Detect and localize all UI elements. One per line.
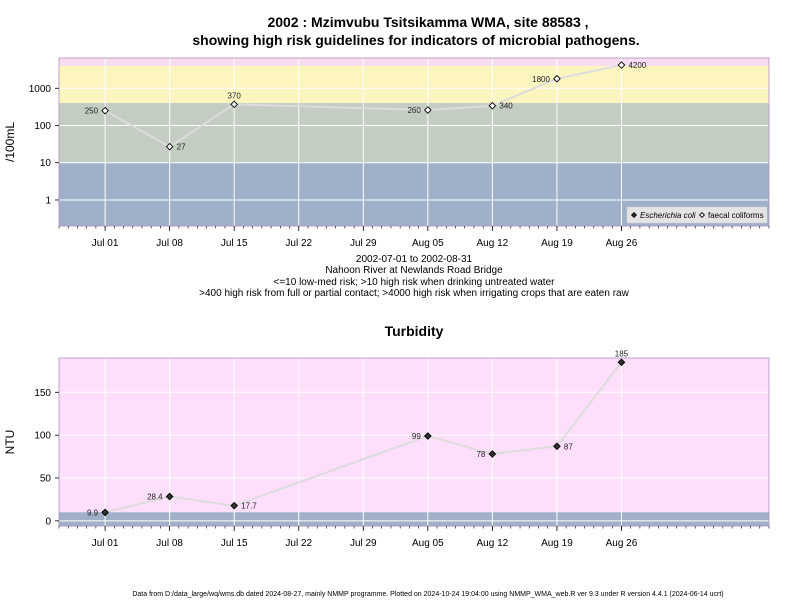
turbidity-title: Turbidity bbox=[385, 323, 444, 339]
x-tick-label: Aug 19 bbox=[541, 238, 573, 249]
legend-entry: Escherichia coli bbox=[640, 211, 696, 220]
legend-marker-open bbox=[698, 211, 706, 219]
band-contact-risk bbox=[59, 65, 769, 104]
y-tick-label: 100 bbox=[34, 121, 51, 132]
x-tick-label: Jul 22 bbox=[285, 238, 312, 249]
data-point bbox=[101, 508, 109, 517]
legend-entry: faecal coliforms bbox=[708, 211, 764, 220]
data-point bbox=[165, 492, 174, 501]
y-tick-label: 50 bbox=[40, 474, 52, 485]
data-point bbox=[617, 61, 626, 69]
x-tick-label: Jul 29 bbox=[350, 538, 377, 549]
data-label: 340 bbox=[499, 102, 513, 111]
x-tick-label: Jul 08 bbox=[156, 538, 183, 549]
footer-note: Data from D:/data_large/wq/wms.db dated … bbox=[132, 591, 723, 598]
data-label: 250 bbox=[85, 107, 99, 116]
x-tick-label: Aug 26 bbox=[606, 538, 638, 549]
x-tick-label: Aug 05 bbox=[412, 238, 444, 249]
x-tick-label: Jul 22 bbox=[285, 538, 312, 549]
y-tick-label: 100 bbox=[34, 431, 51, 442]
data-label: 17.7 bbox=[241, 502, 257, 511]
data-label: 87 bbox=[564, 442, 573, 451]
y-tick-label: 1 bbox=[45, 195, 51, 206]
data-label: 78 bbox=[476, 450, 485, 459]
y-axis-label: NTU bbox=[3, 430, 17, 455]
band-low-turbidity bbox=[59, 512, 769, 526]
data-label: 99 bbox=[412, 432, 421, 441]
band-drinking-risk bbox=[59, 103, 769, 163]
x-tick-label: Aug 12 bbox=[477, 538, 509, 549]
data-label: 9.9 bbox=[87, 508, 99, 517]
y-tick-label: 150 bbox=[34, 388, 51, 399]
data-point bbox=[617, 358, 626, 367]
data-label: 27 bbox=[177, 143, 186, 152]
data-point bbox=[230, 501, 239, 510]
x-tick-label: Jul 29 bbox=[350, 238, 377, 249]
data-point bbox=[553, 442, 561, 451]
legend: Escherichia coli faecal coliforms bbox=[626, 206, 768, 224]
plot-frame bbox=[58, 357, 770, 527]
chart-title-line2: showing high risk guidelines for indicat… bbox=[192, 32, 639, 48]
caption-risk-drinking: <=10 low-med risk; >10 high risk when dr… bbox=[274, 277, 556, 288]
x-tick-label: Aug 12 bbox=[477, 238, 509, 249]
microbial-panel: 1 10 100 1000 Jul 01 Jul 08 Jul 15 Jul 22 Jul 29… bbox=[3, 57, 770, 249]
y-axis-label: /100mL bbox=[3, 122, 17, 162]
y-tick-label: 10 bbox=[40, 158, 52, 169]
data-point bbox=[230, 100, 239, 109]
turbidity-panel: 0 50 100 150 Jul 01 Jul 08 Jul 15 Jul 22 Jul 29 A… bbox=[3, 349, 770, 549]
x-tick-label: Aug 05 bbox=[412, 538, 444, 549]
data-point bbox=[101, 106, 109, 115]
x-tick-label: Jul 15 bbox=[221, 238, 248, 249]
caption-risk-contact: >400 high risk from full or partial cont… bbox=[199, 288, 629, 299]
data-label: 28.4 bbox=[147, 493, 163, 502]
x-tick-label: Jul 01 bbox=[92, 238, 119, 249]
caption-site-name: Nahoon River at Newlands Road Bridge bbox=[325, 265, 503, 276]
x-tick-label: Jul 15 bbox=[221, 538, 248, 549]
data-point bbox=[488, 450, 497, 458]
y-tick-label: 0 bbox=[45, 516, 51, 527]
data-point bbox=[423, 432, 432, 440]
data-point bbox=[553, 74, 561, 83]
caption-date-range: 2002-07-01 to 2002-08-31 bbox=[356, 254, 473, 265]
plot-frame bbox=[58, 57, 770, 227]
y-tick-label: 1000 bbox=[29, 84, 52, 95]
data-point bbox=[423, 106, 432, 114]
legend-marker-filled bbox=[630, 211, 638, 219]
chart-title-line1: 2002 : Mzimvubu Tsitsikamma WMA, site 88… bbox=[267, 14, 588, 30]
x-tick-label: Jul 08 bbox=[156, 238, 183, 249]
legend-box bbox=[626, 206, 768, 224]
data-label: 1800 bbox=[532, 75, 550, 84]
data-label: 260 bbox=[407, 106, 421, 115]
data-label: 185 bbox=[615, 349, 629, 358]
x-tick-label: Jul 01 bbox=[92, 538, 119, 549]
data-point bbox=[165, 142, 174, 151]
data-label: 370 bbox=[228, 91, 242, 100]
data-label: 4200 bbox=[628, 61, 646, 70]
x-tick-label: Aug 26 bbox=[606, 238, 638, 249]
x-tick-label: Aug 19 bbox=[541, 538, 573, 549]
data-point bbox=[488, 101, 497, 110]
